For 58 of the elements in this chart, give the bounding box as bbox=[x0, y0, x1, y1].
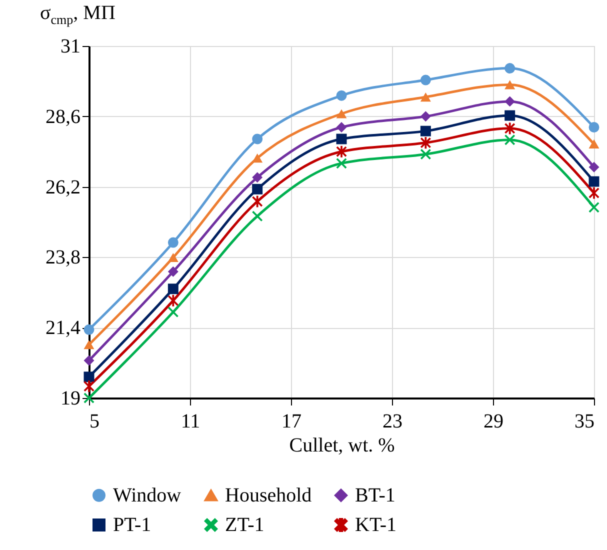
y-tick-label: 21,4 bbox=[46, 317, 80, 340]
point bbox=[420, 126, 431, 136]
legend-label: Window bbox=[113, 484, 182, 506]
x-tick-label: 29 bbox=[484, 410, 504, 432]
point bbox=[168, 284, 178, 294]
point bbox=[252, 184, 263, 194]
point bbox=[504, 122, 516, 134]
x-tick-label: 5 bbox=[90, 410, 100, 432]
y-tick-label: 31 bbox=[60, 36, 80, 58]
point bbox=[588, 162, 600, 172]
point bbox=[504, 134, 516, 146]
point bbox=[252, 172, 263, 183]
legend-label: BT-1 bbox=[355, 484, 396, 506]
point bbox=[420, 74, 431, 86]
legend-label: Household bbox=[225, 484, 312, 506]
y-tick-label: 26,2 bbox=[46, 176, 80, 198]
point bbox=[252, 210, 263, 222]
legend-label: KT-1 bbox=[355, 514, 396, 536]
point bbox=[336, 90, 347, 101]
y-tick-label: 23,8 bbox=[46, 246, 80, 269]
point bbox=[168, 252, 178, 262]
point bbox=[84, 372, 94, 382]
x-tick-label: 35 bbox=[574, 410, 594, 432]
point bbox=[504, 80, 516, 90]
legend-label: ZT-1 bbox=[225, 514, 264, 536]
point bbox=[420, 92, 431, 102]
point bbox=[168, 294, 178, 306]
point bbox=[84, 380, 94, 392]
point bbox=[168, 237, 178, 248]
legend-label: PT-1 bbox=[113, 514, 152, 536]
point bbox=[420, 111, 431, 122]
point bbox=[336, 122, 347, 132]
x-tick-label: 23 bbox=[382, 410, 402, 432]
point bbox=[168, 306, 178, 318]
point bbox=[252, 154, 263, 163]
point bbox=[588, 122, 600, 132]
point bbox=[168, 266, 178, 277]
point bbox=[504, 110, 516, 121]
point bbox=[420, 148, 431, 160]
point bbox=[84, 355, 94, 366]
y-tick-label: 19 bbox=[60, 388, 80, 410]
point bbox=[252, 134, 263, 144]
x-axis-title: Cullet, wt. % bbox=[289, 434, 395, 456]
x-tick-label: 17 bbox=[282, 410, 302, 432]
point bbox=[588, 139, 600, 149]
point bbox=[84, 340, 94, 350]
point bbox=[588, 202, 600, 213]
point bbox=[504, 96, 516, 107]
point bbox=[252, 196, 263, 208]
y-axis-title: σ$_{cmp}$, МП bbox=[40, 2, 116, 28]
x-tick-label: 11 bbox=[180, 410, 200, 432]
point bbox=[588, 176, 600, 187]
point bbox=[336, 109, 347, 118]
y-tick-label: 28,6 bbox=[46, 106, 80, 128]
point bbox=[504, 63, 516, 74]
point bbox=[336, 158, 347, 169]
point bbox=[336, 134, 347, 144]
point bbox=[84, 324, 94, 335]
